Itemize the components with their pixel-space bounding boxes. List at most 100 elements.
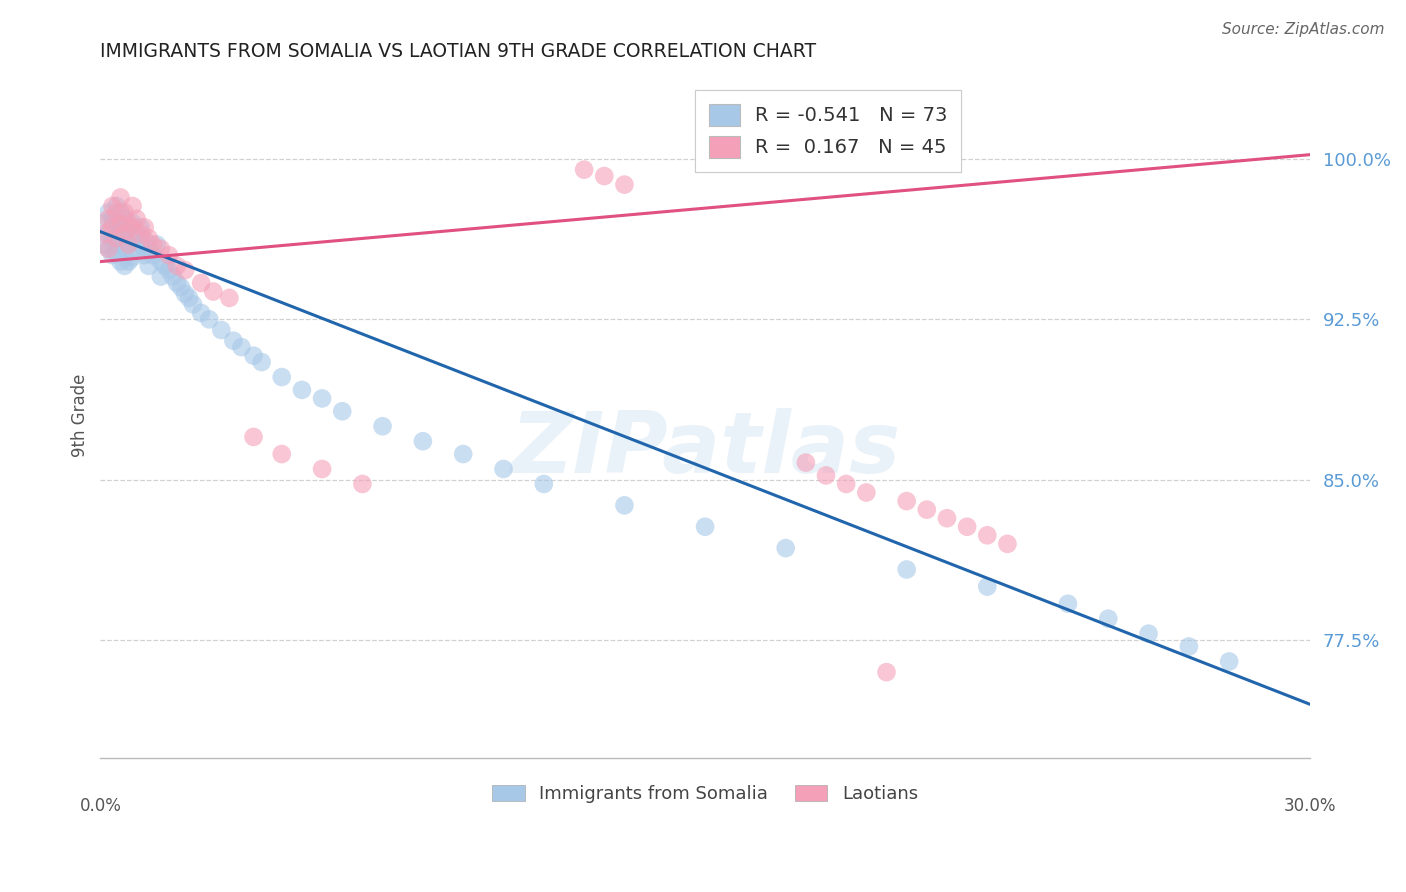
- Point: [1057, 597, 1080, 611]
- Point: [855, 485, 877, 500]
- Point: [129, 227, 152, 241]
- Point: [110, 254, 132, 268]
- Point: [114, 227, 136, 241]
- Point: [270, 447, 292, 461]
- Point: [121, 199, 143, 213]
- Point: [101, 248, 124, 262]
- Point: [149, 242, 172, 256]
- Point: [97, 242, 120, 256]
- Point: [117, 237, 139, 252]
- Point: [1137, 626, 1160, 640]
- Point: [242, 349, 264, 363]
- Point: [121, 250, 143, 264]
- Point: [451, 447, 474, 461]
- Point: [693, 520, 716, 534]
- Point: [174, 286, 197, 301]
- Point: [149, 254, 172, 268]
- Point: [1097, 612, 1119, 626]
- Point: [125, 211, 148, 226]
- Point: [198, 312, 221, 326]
- Point: [129, 237, 152, 252]
- Point: [110, 216, 132, 230]
- Point: [976, 580, 998, 594]
- Point: [97, 205, 120, 219]
- Point: [146, 237, 169, 252]
- Text: ZIPatlas: ZIPatlas: [510, 409, 900, 491]
- Point: [181, 297, 204, 311]
- Point: [117, 216, 139, 230]
- Point: [134, 233, 156, 247]
- Point: [121, 220, 143, 235]
- Point: [129, 220, 152, 235]
- Point: [121, 216, 143, 230]
- Point: [142, 248, 165, 262]
- Point: [142, 237, 165, 252]
- Point: [1178, 640, 1201, 654]
- Point: [114, 205, 136, 219]
- Point: [311, 462, 333, 476]
- Point: [114, 259, 136, 273]
- Point: [97, 211, 120, 226]
- Point: [134, 248, 156, 262]
- Point: [114, 211, 136, 226]
- Point: [896, 562, 918, 576]
- Point: [976, 528, 998, 542]
- Point: [209, 323, 232, 337]
- Point: [231, 340, 253, 354]
- Point: [956, 520, 979, 534]
- Point: [105, 246, 128, 260]
- Point: [101, 211, 124, 226]
- Point: [613, 499, 636, 513]
- Point: [157, 248, 180, 262]
- Point: [997, 537, 1019, 551]
- Point: [117, 237, 139, 252]
- Point: [114, 242, 136, 256]
- Point: [876, 665, 898, 680]
- Point: [157, 263, 180, 277]
- Point: [101, 220, 124, 235]
- Point: [170, 280, 193, 294]
- Point: [153, 259, 176, 273]
- Point: [105, 199, 128, 213]
- Point: [105, 216, 128, 230]
- Point: [97, 242, 120, 256]
- Point: [371, 419, 394, 434]
- Point: [166, 259, 188, 273]
- Point: [101, 233, 124, 247]
- Point: [117, 220, 139, 235]
- Point: [134, 220, 156, 235]
- Text: 30.0%: 30.0%: [1284, 797, 1336, 814]
- Point: [97, 227, 120, 241]
- Point: [162, 269, 184, 284]
- Point: [101, 199, 124, 213]
- Point: [572, 162, 595, 177]
- Text: 0.0%: 0.0%: [79, 797, 121, 814]
- Point: [291, 383, 314, 397]
- Point: [1218, 655, 1240, 669]
- Text: Source: ZipAtlas.com: Source: ZipAtlas.com: [1222, 22, 1385, 37]
- Text: IMMIGRANTS FROM SOMALIA VS LAOTIAN 9TH GRADE CORRELATION CHART: IMMIGRANTS FROM SOMALIA VS LAOTIAN 9TH G…: [100, 42, 817, 61]
- Point: [775, 541, 797, 555]
- Point: [794, 456, 817, 470]
- Point: [105, 231, 128, 245]
- Point: [110, 220, 132, 235]
- Point: [125, 244, 148, 258]
- Point: [492, 462, 515, 476]
- Point: [166, 276, 188, 290]
- Point: [149, 269, 172, 284]
- Point: [121, 233, 143, 247]
- Point: [138, 259, 160, 273]
- Point: [613, 178, 636, 192]
- Point: [311, 392, 333, 406]
- Point: [177, 291, 200, 305]
- Point: [593, 169, 616, 183]
- Point: [222, 334, 245, 348]
- Point: [190, 276, 212, 290]
- Point: [814, 468, 837, 483]
- Point: [915, 502, 938, 516]
- Point: [412, 434, 434, 449]
- Point: [936, 511, 959, 525]
- Point: [105, 231, 128, 245]
- Point: [105, 205, 128, 219]
- Point: [117, 254, 139, 268]
